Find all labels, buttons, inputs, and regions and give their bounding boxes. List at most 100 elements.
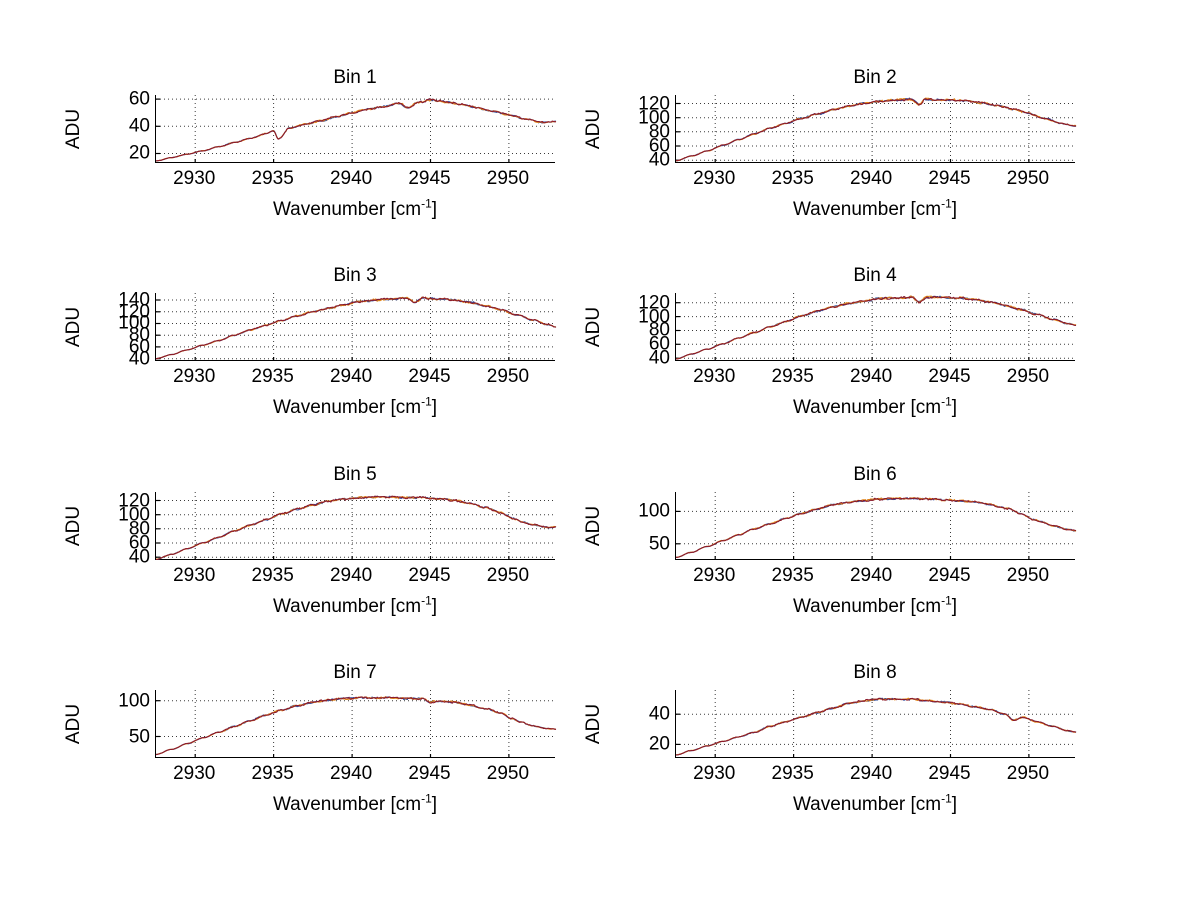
x-tick-label: 2935 (251, 366, 294, 387)
spectrum-trace (675, 295, 1077, 360)
x-axis-label-text: Wavenumber [cm (792, 794, 942, 815)
x-axis-label-text: Wavenumber [cm (272, 596, 422, 617)
x-tick-label: 2950 (486, 565, 530, 586)
y-axis-label: ADU (63, 108, 84, 150)
x-axis-label-text: Wavenumber [cm (792, 596, 942, 617)
plot-svg (675, 492, 1077, 560)
x-tick-label: 2935 (771, 366, 814, 387)
plot-area (675, 95, 1077, 163)
grid-lines (156, 492, 556, 560)
x-tick-label: 2945 (408, 366, 451, 387)
spectrum-trace (155, 98, 557, 162)
y-axis-label: ADU (583, 108, 604, 150)
y-axis-label: ADU (63, 703, 84, 745)
x-axis-label-exponent: -1 (421, 196, 432, 211)
x-axis-label: Wavenumber [cm-1] (675, 595, 1075, 618)
y-tick-label: 140 (118, 289, 150, 311)
x-tick-label: 2945 (408, 168, 451, 189)
x-axis-label-text: Wavenumber [cm (272, 199, 422, 220)
y-tick-label: 60 (128, 336, 150, 358)
plot-svg (675, 690, 1077, 758)
x-tick-label: 2950 (486, 366, 530, 387)
y-tick-label: 120 (118, 301, 150, 323)
y-axis-label: ADU (63, 306, 84, 348)
x-axis-label-exponent: -1 (421, 593, 432, 608)
spectrum-trace (155, 696, 557, 755)
x-tick-label: 2950 (1006, 763, 1050, 784)
y-tick-labels: 40 60 80 100 120 (610, 93, 670, 170)
x-tick-label: 2950 (1006, 168, 1050, 189)
y-tick-label: 40 (128, 115, 150, 137)
plot-area (675, 690, 1077, 758)
x-tick-label: 2940 (849, 565, 893, 586)
y-tick-label: 120 (638, 93, 670, 114)
y-tick-labels: 50 100 (90, 690, 150, 758)
spectrum-trace (675, 97, 1077, 162)
y-tick-labels: 20 40 (610, 690, 670, 758)
grid-lines (156, 293, 556, 361)
x-axis-label-exponent: -1 (421, 394, 432, 409)
x-tick-label: 2945 (408, 763, 451, 784)
y-tick-labels: 40 60 80 100 120 (90, 490, 150, 567)
subplot-title: Bin 8 (853, 662, 897, 683)
plot-area (155, 492, 557, 561)
x-axis-label: Wavenumber [cm-1] (155, 394, 555, 419)
subplot-bin-2: Bin 2 ADU 40 60 80 100 120 2930 2935 2940 2945 2950… (570, 55, 1085, 253)
x-tick-label: 2940 (849, 763, 893, 784)
y-tick-labels: 20 40 60 (90, 90, 150, 164)
spectrum-trace (155, 98, 557, 162)
spectrum-trace (155, 297, 557, 360)
plot-svg (155, 492, 557, 561)
x-tick-label: 2930 (173, 366, 216, 387)
x-axis-label-text: Wavenumber [cm (272, 794, 422, 815)
y-tick-label: 100 (638, 306, 670, 328)
x-tick-label: 2950 (486, 168, 530, 189)
spectrum-trace (675, 97, 1077, 162)
y-axis-label: ADU (583, 306, 604, 348)
y-axis-label: ADU (63, 505, 84, 547)
y-tick-label: 50 (648, 533, 670, 555)
x-tick-label: 2930 (173, 565, 216, 586)
subplot-title: Bin 2 (853, 67, 897, 88)
spectrum-trace (155, 98, 557, 162)
x-axis-label-exponent: -1 (941, 196, 952, 211)
x-axis-label: Wavenumber [cm-1] (675, 791, 1075, 816)
x-axis-label-text: Wavenumber [cm (792, 397, 942, 418)
x-axis-label: Wavenumber [cm-1] (155, 793, 555, 816)
spectrum-trace (675, 295, 1077, 360)
subplot-bin-1: Bin 1 ADU 20 40 60 2930 2935 2940 2945 2950 Wavenu… (50, 55, 565, 253)
y-axis-label: ADU (583, 703, 604, 745)
y-tick-label: 100 (638, 107, 670, 129)
x-tick-label: 2940 (329, 366, 373, 387)
grid-lines (676, 690, 1076, 758)
y-axis-label: ADU (583, 505, 604, 547)
plot-area (675, 492, 1077, 560)
y-tick-label: 60 (648, 333, 670, 355)
spectrum-trace (155, 696, 557, 756)
x-tick-label: 2950 (486, 763, 530, 784)
y-tick-label: 80 (128, 324, 150, 346)
y-tick-label: 80 (648, 121, 670, 143)
x-tick-label: 2935 (251, 565, 294, 586)
x-tick-label: 2940 (849, 168, 893, 189)
spectrum-trace (155, 696, 557, 755)
subplot-bin-8: Bin 8 ADU 20 40 2930 2935 2940 2945 2950 Wavenumb… (570, 650, 1085, 848)
y-tick-label: 100 (638, 500, 670, 522)
x-tick-label: 2945 (928, 168, 971, 189)
y-tick-label: 40 (128, 546, 150, 568)
subplot-title: Bin 5 (333, 464, 377, 485)
y-tick-label: 40 (648, 703, 670, 725)
x-axis-label-text: Wavenumber [cm (792, 199, 942, 220)
spectrum-trace (675, 295, 1077, 360)
x-axis-label-exponent: -1 (941, 394, 952, 409)
subplot-bin-6: Bin 6 ADU 50 100 2930 2935 2940 2945 2950 Wavenum… (570, 452, 1085, 650)
y-tick-label: 20 (128, 142, 150, 164)
x-tick-label: 2950 (1006, 565, 1050, 586)
x-axis-label-suffix: ] (951, 794, 958, 815)
subplot-title: Bin 3 (333, 265, 377, 286)
x-axis-label-exponent: -1 (941, 791, 952, 806)
y-tick-label: 120 (118, 490, 150, 511)
y-tick-labels: 40 60 80 100 120 140 (90, 289, 150, 369)
x-tick-label: 2935 (771, 168, 814, 189)
x-tick-label: 2945 (928, 366, 971, 387)
